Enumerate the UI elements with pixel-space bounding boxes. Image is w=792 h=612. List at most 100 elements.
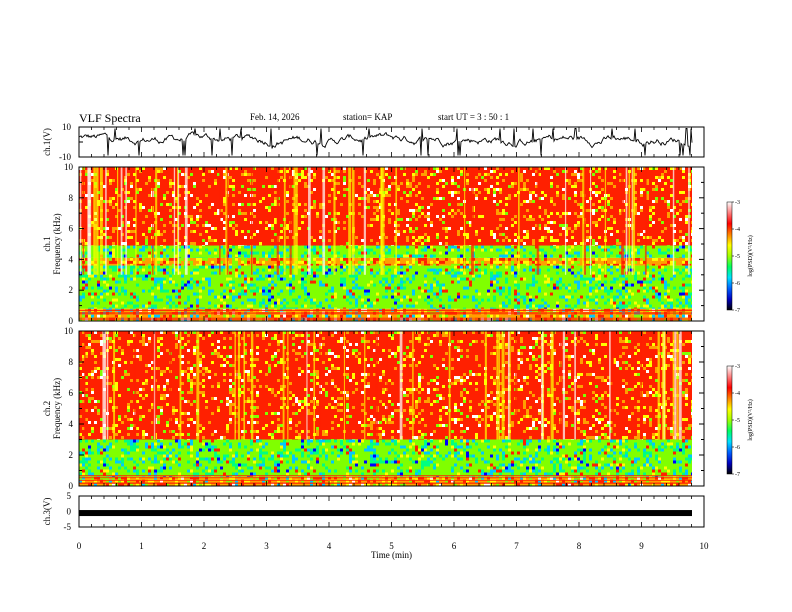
ch1-spectrogram-cell [328,194,331,197]
ch1-spectrogram-cell [460,314,463,318]
ch1-spectrogram-cell [289,280,292,284]
ch1-spectrogram-cell [676,311,679,315]
ch1-spectrogram-cell [244,280,247,284]
ch1-spectrogram-cell [280,265,283,269]
ch1-spectrogram-cell [121,289,124,293]
ch1-spectrogram-cell [685,268,688,272]
ch1-spectrogram-cell [412,173,415,176]
ch1-spectrogram-cell [511,209,514,212]
ch1-spectrogram-cell [301,197,304,200]
ch1-spectrogram-cell [457,265,460,269]
ch1-spectrogram-cell [448,188,451,191]
ch1-spectrogram-cell [130,167,133,170]
ch1-spectrogram-cell [502,200,505,203]
ch1-spectrogram-cell [520,194,523,197]
ch1-spectrogram-cell [358,271,361,275]
ch1-spectrogram-cell [499,191,502,194]
ch1-spectrogram-cell [370,260,373,264]
ch1-spectrogram-cell [145,200,148,203]
ch1-spectrogram-cell [178,295,181,299]
ch1-spectrogram-cell [649,209,652,212]
ch1-spectrogram-cell [187,307,190,309]
ch1-spectrogram-cell [436,167,439,170]
ch1-spectrogram-cell [265,307,268,309]
ch1-spectrogram-cell [580,179,583,182]
ch1-spectrogram-cell [550,209,553,212]
ch1-spectrogram-cell [304,257,307,261]
ch1-spectrogram-cell [139,179,142,182]
ch1-spectrogram-cell [271,286,274,290]
ch1-spectrogram-cell [559,286,562,290]
ch1-spectrogram-cell [391,277,394,281]
ch1-spectrogram-cell [553,248,556,252]
ch1-spectrogram-cell [385,298,388,302]
ch1-spectrogram-cell [454,248,457,252]
ch1-spectrogram-cell [289,274,292,278]
ch1-spectrogram-cell [166,203,169,206]
ch1-spectrogram-cell [484,254,487,258]
ch1-spectrogram-cell [586,245,589,249]
ch1-spectrogram-cell [304,260,307,264]
ch1-spectrogram-cell [172,268,175,272]
ch1-spectrogram-cell [544,194,547,197]
ch1-spectrogram-cell [448,251,451,255]
ch1-spectrogram-cell [550,176,553,179]
ch1-spectrogram-cell [661,304,664,308]
ch1-spectrogram-cell [196,191,199,194]
ch1-spectrogram-cell [670,277,673,281]
ch1-spectrogram-cell [361,257,364,261]
ch1-spectrogram-cell [355,304,358,308]
ch1-spectrogram-cell [91,295,94,299]
ch1-spectrogram-cell [652,203,655,206]
ch1-spectrogram-cell [307,277,310,281]
ch1-spectrogram-cell [448,200,451,203]
ch1-spectrogram-cell [643,182,646,185]
ch1-spectrogram-cell [232,283,235,287]
ch1-spectrogram-cell [283,277,286,281]
ch1-spectrogram-cell [637,292,640,296]
ch1-spectrogram-cell [379,304,382,308]
ch1-spectrogram-cell [469,260,472,264]
ch1-spectrogram-cell [643,283,646,287]
ch1-spectrogram-cell [256,185,259,188]
ch1-spectrogram-cell [547,251,550,255]
ch1-spectrogram-cell [574,274,577,278]
ch1-spectrogram-cell [190,277,193,281]
ch1-spectrogram-cell [406,194,409,197]
ch1-spectrogram-cell [634,301,637,305]
ch1-spectrogram-cell [199,197,202,200]
ch1-spectrogram-cell [217,304,220,308]
ch1-spectrogram-cell [157,277,160,281]
ch1-spectrogram-cell [385,167,388,170]
ch1-spectrogram-cell [235,307,238,309]
ch1-spectrogram-cell [298,191,301,194]
ch1-spectrogram-cell [136,254,139,258]
ch1-spectrogram-cell [358,295,361,299]
ch1-spectrogram-cell [499,304,502,308]
ch1-spectrogram-cell [166,274,169,278]
ch1-spectrogram-cell [337,304,340,308]
ch1-spectrogram-cell [265,271,268,275]
ch1-spectrogram-cell [133,260,136,264]
ch1-spectrogram-cell [400,280,403,284]
ch1-spectrogram-cell [340,257,343,261]
ch1-spectrogram-cell [268,295,271,299]
ch1-spectrogram-cell [193,311,196,315]
ch1-spectrogram-cell [562,257,565,261]
ch1-spectrogram-cell [454,245,457,249]
ch1-spectrogram-cell [265,254,268,258]
ch1-spectrogram-cell [673,301,676,305]
ch1-spectrogram-cell [220,265,223,269]
ch1-spectrogram-cell [583,295,586,299]
ch1-spectrogram-cell [682,295,685,299]
ch1-spectrogram-cell [205,263,208,266]
ch1-spectrogram-cell [595,277,598,281]
ch1-spectrogram-cell [553,206,556,209]
ch1-spectrogram-cell [313,188,316,191]
ch1-spectrogram-cell [499,209,502,212]
ch1-spectrogram-cell [646,200,649,203]
ch1-spectrogram-cell [424,271,427,275]
ch1-spectrogram-cell [613,289,616,293]
ch1-spectrogram-cell [178,179,181,182]
ch1-spectrogram-cell [184,314,187,318]
